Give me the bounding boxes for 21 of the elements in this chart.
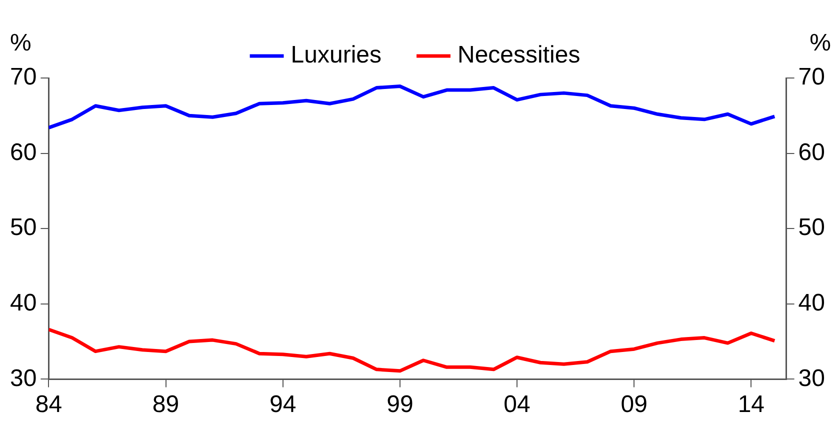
- y2-tick-label: 50: [798, 214, 826, 242]
- x-tick-label: 14: [738, 391, 765, 418]
- y2-tick-label: 70: [798, 64, 826, 91]
- legend-label: Necessities: [458, 42, 580, 69]
- y2-tick-label: 60: [798, 138, 826, 166]
- y-tick-label: 50: [10, 214, 37, 242]
- y-tick-label: 40: [10, 290, 37, 317]
- x-tick-label: 99: [386, 391, 414, 418]
- y2-tick-label: 30: [798, 364, 826, 392]
- x-tick-label: 04: [504, 391, 530, 418]
- x-tick-label: 89: [152, 391, 180, 418]
- y-tick-label: 30: [10, 364, 37, 392]
- y-tick-label: 60: [10, 138, 37, 166]
- legend-label: Luxuries: [290, 42, 382, 69]
- x-tick-label: 09: [620, 391, 648, 418]
- y2-tick-label: 40: [798, 290, 826, 317]
- x-tick-label: 94: [270, 391, 296, 418]
- y-axis-title: %: [10, 30, 32, 57]
- y-tick-label: 70: [10, 64, 37, 91]
- y2-axis-title: %: [810, 30, 831, 57]
- x-tick-label: 84: [35, 391, 62, 418]
